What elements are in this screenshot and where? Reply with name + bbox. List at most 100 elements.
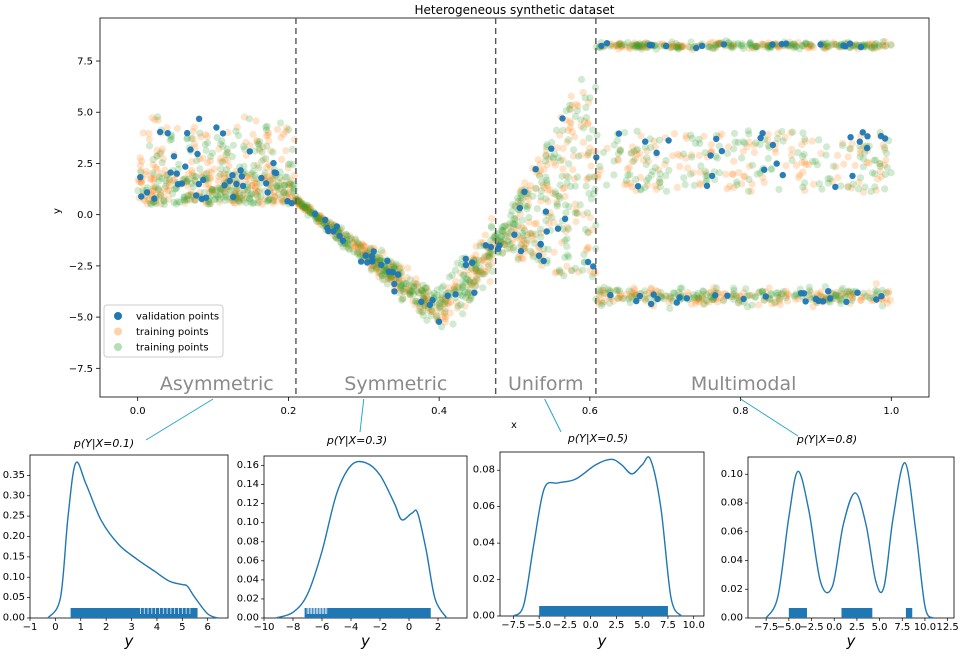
x-axis-label: x (511, 420, 517, 431)
training-point-orange (532, 219, 541, 227)
x-tick-label: −5.0 (777, 622, 801, 633)
training-point-green (145, 142, 154, 150)
training-point-green (510, 220, 518, 228)
validation-point (516, 204, 524, 212)
training-point-green (498, 232, 506, 241)
training-point-orange (299, 204, 308, 212)
training-point-orange (884, 289, 892, 297)
legend-marker (114, 327, 122, 336)
training-point-green (208, 186, 216, 194)
training-point-green (285, 126, 293, 134)
training-point-orange (189, 135, 197, 143)
training-point-orange (586, 144, 594, 152)
training-point-green (610, 141, 618, 149)
training-point-green (548, 213, 556, 221)
training-point-green (406, 288, 414, 296)
training-point-green (563, 179, 571, 187)
training-point-orange (477, 268, 485, 276)
validation-point (213, 124, 220, 131)
training-point-green (799, 152, 807, 160)
training-point-orange (544, 197, 552, 205)
validation-point (540, 257, 547, 265)
training-point-orange (380, 266, 388, 275)
training-point-orange (560, 184, 569, 192)
training-point-green (212, 195, 220, 203)
training-point-green (168, 190, 176, 198)
training-point-green (509, 201, 517, 209)
training-point-orange (563, 138, 571, 146)
training-point-orange (528, 230, 536, 238)
training-point-green (170, 198, 178, 206)
training-point-orange (157, 200, 165, 208)
training-point-orange (473, 267, 482, 275)
training-point-orange (438, 294, 446, 302)
training-point-orange (403, 286, 411, 294)
training-point-green (504, 237, 512, 245)
training-point-green (410, 283, 418, 291)
training-point-orange (651, 182, 659, 190)
training-point-orange (567, 92, 575, 100)
training-point-orange (264, 129, 273, 137)
training-point-green (778, 290, 786, 298)
training-point-green (800, 150, 808, 158)
training-point-green (832, 292, 840, 300)
training-point-green (813, 161, 822, 169)
training-point-orange (634, 41, 643, 50)
training-point-orange (385, 274, 394, 282)
density-plot-x-0-8: −7.5−5.0−2.5 0.0 2.5 5.0 7.5 10.0 12.50.000.02… (721, 433, 959, 650)
connector-line (544, 398, 562, 433)
training-point-green (641, 143, 650, 151)
training-point-orange (781, 133, 789, 141)
validation-point (812, 295, 820, 303)
training-point-orange (453, 304, 462, 312)
training-point-green (556, 194, 564, 202)
training-point-orange (760, 178, 768, 187)
training-point-green (288, 145, 297, 154)
training-point-orange (163, 124, 171, 132)
training-point-orange (566, 124, 574, 132)
training-point-green (470, 278, 478, 286)
training-point-green (734, 41, 742, 49)
training-point-orange (614, 45, 623, 53)
validation-point (138, 193, 145, 200)
training-point-green (775, 185, 783, 193)
training-point-orange (298, 200, 306, 208)
training-point-green (748, 161, 757, 169)
training-point-green (397, 296, 406, 304)
training-point-green (180, 193, 188, 201)
main-plot-frame (99, 17, 930, 398)
training-point-orange (433, 312, 441, 320)
training-point-green (758, 288, 767, 296)
training-point-orange (703, 297, 711, 305)
training-point-green (561, 253, 569, 261)
training-point-green (485, 261, 493, 269)
training-point-green (505, 223, 513, 232)
conditional-label: p(Y|X=0.1) (73, 437, 134, 450)
training-point-green (302, 204, 310, 212)
training-point-green (201, 140, 209, 148)
training-point-green (537, 233, 545, 241)
training-point-orange (668, 43, 676, 51)
validation-point (607, 291, 614, 299)
training-point-orange (764, 130, 772, 139)
training-point-green (315, 214, 323, 222)
training-point-orange (150, 171, 158, 179)
validation-point (462, 261, 470, 269)
validation-point (648, 42, 655, 49)
training-point-green (881, 170, 890, 178)
training-point-green (402, 280, 410, 288)
training-point-green (262, 126, 271, 134)
training-point-green (415, 289, 423, 297)
validation-point (759, 130, 766, 137)
training-point-green (226, 186, 234, 194)
training-point-green (229, 141, 237, 149)
training-point-orange (244, 186, 252, 194)
training-point-orange (166, 178, 174, 186)
training-point-orange (301, 207, 310, 215)
training-point-orange (224, 148, 232, 157)
training-point-orange (457, 269, 465, 277)
training-point-green (215, 195, 224, 203)
training-point-orange (361, 242, 369, 250)
training-point-green (748, 44, 756, 52)
validation-point (368, 252, 375, 260)
